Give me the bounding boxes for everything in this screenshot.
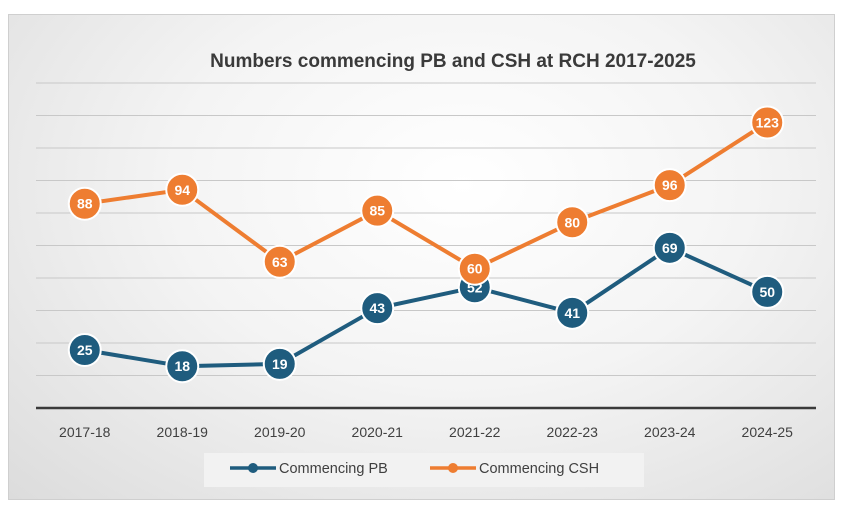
legend-marker-csh [448, 463, 458, 473]
x-tick-label: 2018-19 [157, 424, 209, 440]
data-point [750, 105, 785, 140]
data-label: 60 [467, 261, 483, 277]
data-point [360, 291, 395, 326]
data-label: 96 [662, 177, 678, 193]
chart-title: Numbers commencing PB and CSH at RCH 201… [210, 51, 696, 72]
data-point [457, 251, 492, 286]
data-point [67, 186, 102, 221]
series-line [84, 120, 769, 271]
x-tick-label: 2019-20 [254, 424, 306, 440]
data-point [652, 230, 687, 265]
x-tick-label: 2024-25 [742, 424, 794, 440]
data-point [750, 274, 785, 309]
data-point [652, 168, 687, 203]
legend-item-pb: Commencing PB [230, 461, 388, 477]
data-point [67, 332, 102, 367]
legend-marker-pb [248, 463, 258, 473]
x-tick-label: 2020-21 [352, 424, 404, 440]
data-label: 25 [77, 342, 93, 358]
data-point [555, 205, 590, 240]
x-tick-label: 2023-24 [644, 424, 696, 440]
data-point [555, 295, 590, 330]
data-point [165, 349, 200, 384]
gridlines [36, 82, 816, 410]
data-label: 123 [756, 114, 780, 130]
data-label: 18 [174, 358, 190, 374]
data-label: 63 [272, 254, 288, 270]
data-point [262, 244, 297, 279]
legend-box [204, 453, 644, 487]
data-label: 94 [174, 182, 190, 198]
legend-item-csh: Commencing CSH [430, 461, 599, 477]
x-axis-ticks: 2017-18 2018-19 2019-20 2020-21 2021-22 2022-… [59, 424, 793, 440]
x-tick-label: 2021-22 [449, 424, 501, 440]
x-tick-label: 2017-18 [59, 424, 111, 440]
data-label: 43 [369, 300, 385, 316]
data-label: 19 [272, 356, 288, 372]
series-line [84, 245, 769, 369]
chart-frame [8, 14, 835, 500]
data-label: 41 [564, 305, 580, 321]
data-point [262, 346, 297, 381]
data-label: 69 [662, 240, 678, 256]
data-point [360, 193, 395, 228]
data-label: 88 [77, 196, 93, 212]
data-point [165, 172, 200, 207]
legend-label-csh: Commencing CSH [479, 461, 599, 477]
data-label: 85 [369, 203, 385, 219]
legend: Commencing PB Commencing CSH [204, 453, 644, 487]
legend-label-pb: Commencing PB [279, 461, 388, 477]
x-tick-label: 2022-23 [547, 424, 599, 440]
data-label: 50 [759, 284, 775, 300]
data-label: 80 [564, 214, 580, 230]
